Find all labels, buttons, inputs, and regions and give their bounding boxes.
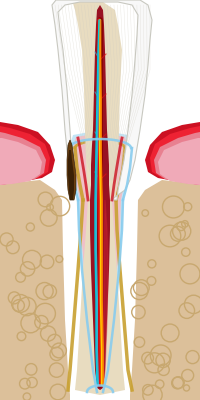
Polygon shape (145, 122, 200, 185)
Polygon shape (158, 138, 200, 185)
Polygon shape (150, 126, 200, 185)
Polygon shape (90, 5, 110, 390)
Polygon shape (130, 180, 200, 400)
Polygon shape (0, 180, 70, 400)
Polygon shape (103, 200, 108, 388)
Polygon shape (52, 0, 152, 200)
Polygon shape (75, 138, 125, 395)
Polygon shape (70, 130, 131, 392)
Polygon shape (68, 150, 74, 200)
Polygon shape (0, 132, 46, 185)
Polygon shape (0, 138, 42, 185)
Polygon shape (72, 0, 122, 200)
Polygon shape (73, 133, 128, 390)
Polygon shape (154, 132, 200, 185)
Polygon shape (67, 140, 76, 200)
Polygon shape (0, 126, 50, 185)
Polygon shape (0, 122, 55, 185)
